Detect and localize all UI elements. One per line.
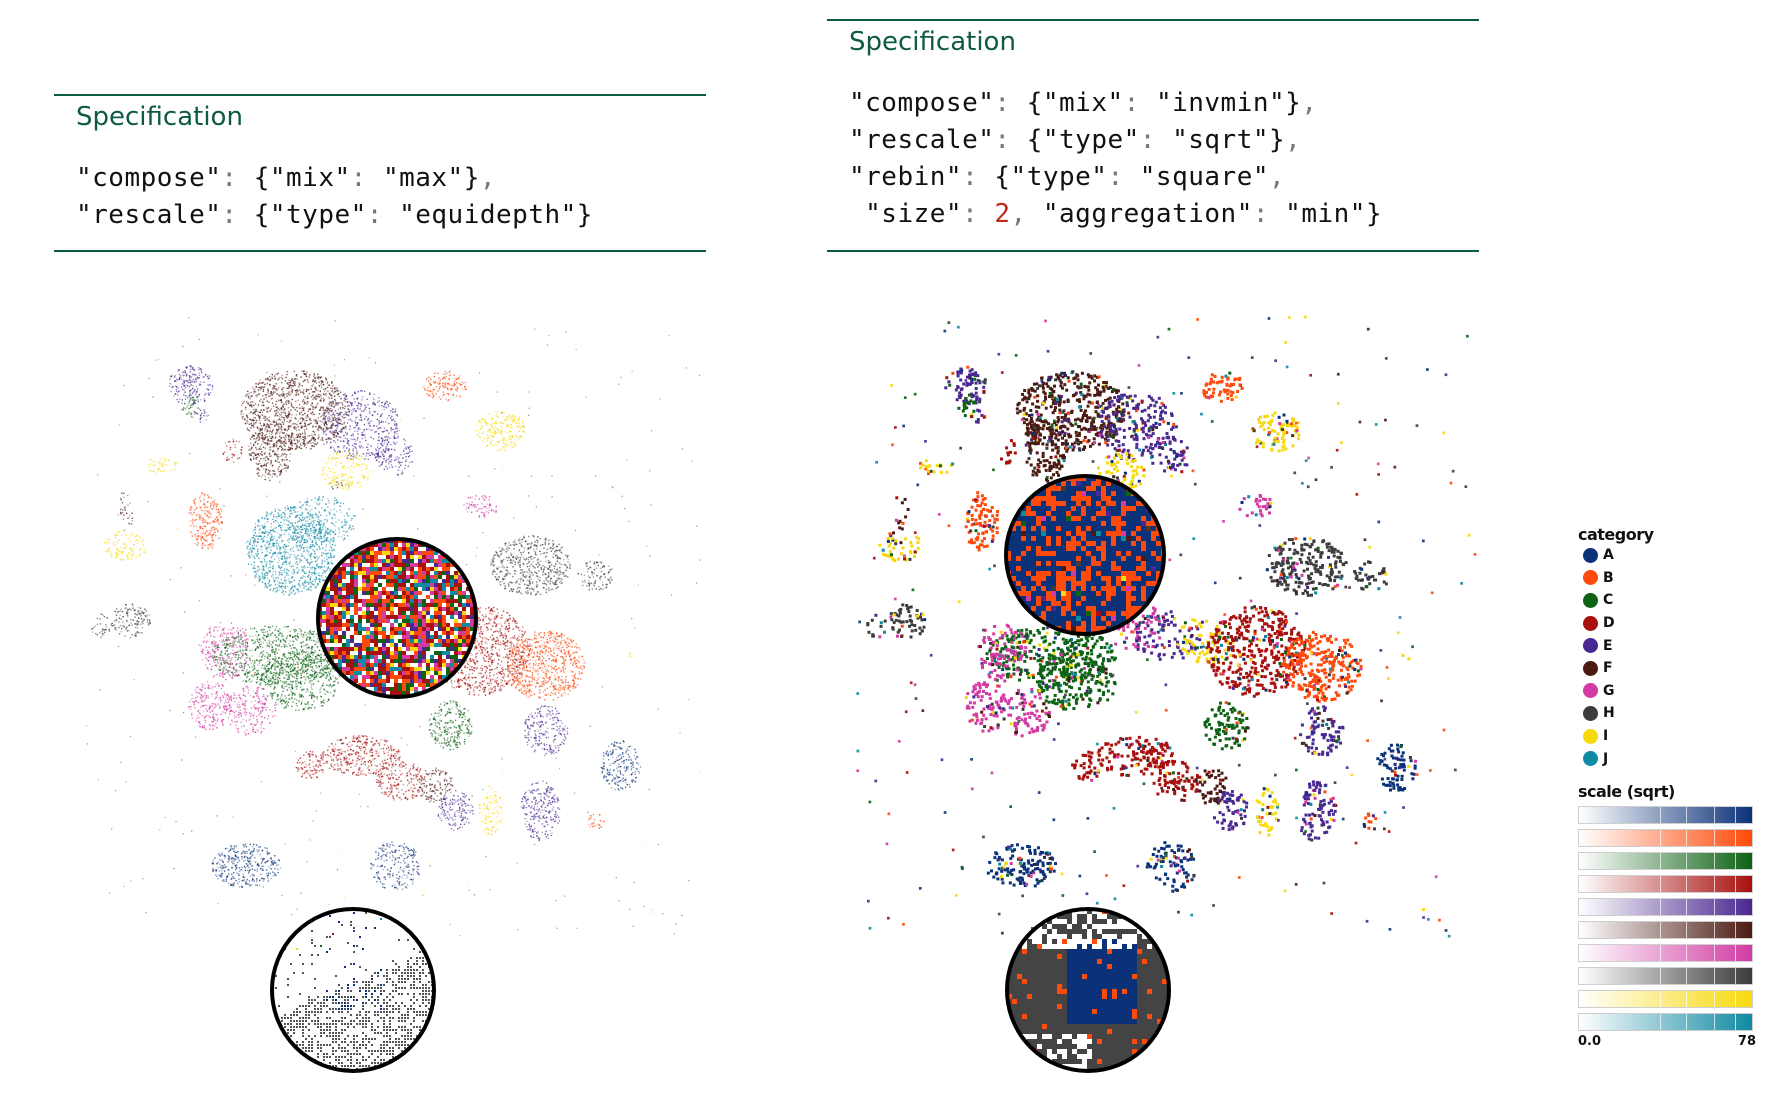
right-specification-box: Specification "compose": {"mix": "invmin… (827, 19, 1479, 252)
legend-swatch (1583, 705, 1598, 721)
right-spec-title: Specification (849, 27, 1016, 57)
legend-item: F (1578, 657, 1764, 680)
legend-label: I (1603, 728, 1608, 744)
legend-label: J (1603, 751, 1608, 767)
legend-swatch (1583, 615, 1598, 631)
right-code-line-2: "rescale": {"type": "sqrt"}, (849, 125, 1301, 155)
color-ramp (1578, 805, 1753, 824)
legend-swatch (1583, 728, 1598, 744)
legend-label: B (1603, 570, 1614, 586)
legend-label: F (1603, 660, 1613, 676)
left-specification-box: Specification "compose": {"mix": "max"},… (54, 94, 706, 252)
legend-swatch (1583, 683, 1598, 699)
scale-max-label: 78 (1738, 1034, 1756, 1049)
left-code-line-2: "rescale": {"type": "equidepth"} (76, 200, 593, 230)
right-code-line-3: "rebin": {"type": "square", (849, 162, 1285, 192)
legend-title: category (1578, 525, 1764, 544)
legend-swatch (1583, 592, 1598, 608)
right-density-plot (856, 315, 1477, 1073)
center-magnifier (316, 537, 478, 699)
left-density-plot (85, 317, 701, 1073)
left-spec-code: "compose": {"mix": "max"}, "rescale": {"… (76, 160, 593, 234)
legend-item: G (1578, 680, 1764, 703)
legend-item: I (1578, 725, 1764, 748)
legend-item: E (1578, 634, 1764, 657)
legend-item: J (1578, 747, 1764, 770)
color-ramp (1578, 874, 1753, 893)
bottom-magnifier (1005, 907, 1171, 1073)
right-code-line-1: "compose": {"mix": "invmin"}, (849, 88, 1317, 118)
right-code-line-4: "size": 2, "aggregation": "min"} (849, 199, 1382, 229)
color-ramp (1578, 1012, 1753, 1031)
legend-label: C (1603, 592, 1613, 608)
scale-min-label: 0.0 (1578, 1034, 1601, 1049)
scale-title: scale (sqrt) (1578, 782, 1764, 801)
color-ramp (1578, 920, 1753, 939)
color-ramp (1578, 851, 1753, 870)
scale-axis: 0.0 78 (1578, 1034, 1756, 1049)
legend-item: D (1578, 612, 1764, 635)
color-ramp (1578, 828, 1753, 847)
legend-label: G (1603, 683, 1615, 699)
color-ramps (1578, 805, 1764, 1031)
left-spec-title: Specification (76, 102, 243, 132)
color-ramp (1578, 943, 1753, 962)
legend-label: H (1603, 705, 1615, 721)
legend-swatch (1583, 638, 1598, 654)
legend-label: D (1603, 615, 1615, 631)
legend-label: E (1603, 638, 1613, 654)
legend-swatch (1583, 660, 1598, 676)
center-magnifier (1004, 474, 1166, 636)
color-ramp (1578, 989, 1753, 1008)
legend-item: A (1578, 544, 1764, 567)
legend-swatch (1583, 751, 1598, 767)
legend-swatch (1583, 547, 1598, 563)
legend-item: B (1578, 567, 1764, 590)
bottom-magnifier (270, 907, 436, 1073)
color-ramp (1578, 897, 1753, 916)
legend-swatch (1583, 570, 1598, 586)
right-spec-code: "compose": {"mix": "invmin"}, "rescale":… (849, 85, 1382, 233)
color-ramp (1578, 966, 1753, 985)
left-code-line-1: "compose": {"mix": "max"}, (76, 163, 496, 193)
legend-label: A (1603, 547, 1614, 563)
legend-item: C (1578, 589, 1764, 612)
legend-item: H (1578, 702, 1764, 725)
